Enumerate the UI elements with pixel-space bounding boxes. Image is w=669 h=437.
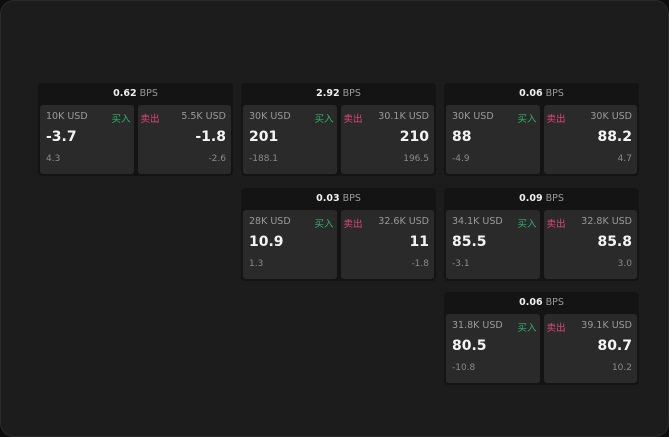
sell-label: 卖出 xyxy=(343,114,363,125)
sell-quantity: 5.5K USD xyxy=(181,111,226,122)
buy-change: -3.1 xyxy=(452,259,470,269)
quote-widget: 0.62 BPS 10K USD 买入 -3.7 4.3 卖出 5.5K USD… xyxy=(38,83,233,176)
buy-quantity: 30K USD xyxy=(452,111,494,122)
sell-label: 卖出 xyxy=(140,114,160,125)
buy-price: 80.5 xyxy=(452,338,487,354)
buy-quantity: 28K USD xyxy=(249,216,291,227)
sell-price: 80.7 xyxy=(597,338,632,354)
sell-change: 196.5 xyxy=(403,154,429,164)
buy-change: -10.8 xyxy=(452,363,476,373)
quote-widget: 0.06 BPS 30K USD 买入 88 -4.9 卖出 30K USD 8… xyxy=(444,83,639,176)
sell-change: 3.0 xyxy=(617,259,632,269)
spread-unit: BPS xyxy=(342,88,361,99)
buy-label: 买入 xyxy=(314,114,334,125)
spread-unit: BPS xyxy=(139,88,158,99)
sell-quantity: 30K USD xyxy=(590,111,632,122)
sell-label: 卖出 xyxy=(343,219,363,230)
buy-price: 88 xyxy=(452,129,472,145)
sell-change: 10.2 xyxy=(611,363,632,373)
sell-label: 卖出 xyxy=(546,323,566,334)
spread-value: 2.92 xyxy=(316,88,340,99)
sell-price: -1.8 xyxy=(195,129,226,145)
buy-change: 1.3 xyxy=(249,259,264,269)
spread-value: 0.09 xyxy=(519,193,543,204)
spread-header: 2.92 BPS xyxy=(241,83,436,105)
quote-widget: 0.06 BPS 31.8K USD 买入 80.5 -10.8 卖出 39.1… xyxy=(444,292,639,385)
sell-label: 卖出 xyxy=(546,114,566,125)
sell-price: 88.2 xyxy=(597,129,632,145)
sell-card[interactable]: 卖出 30K USD 88.2 4.7 xyxy=(543,105,637,174)
spread-value: 0.62 xyxy=(113,88,137,99)
buy-price: 85.5 xyxy=(452,234,487,250)
quote-widget: 0.03 BPS 28K USD 买入 10.9 1.3 卖出 32.6K US… xyxy=(241,188,436,281)
buy-quantity: 10K USD xyxy=(46,111,88,122)
sell-card[interactable]: 卖出 30.1K USD 210 196.5 xyxy=(340,105,434,174)
spread-value: 0.06 xyxy=(519,297,543,308)
sell-card[interactable]: 卖出 32.6K USD 11 -1.8 xyxy=(340,210,434,279)
spread-unit: BPS xyxy=(342,193,361,204)
sell-quantity: 30.1K USD xyxy=(378,111,429,122)
buy-card[interactable]: 10K USD 买入 -3.7 4.3 xyxy=(40,105,134,174)
buy-quantity: 30K USD xyxy=(249,111,291,122)
buy-price: 10.9 xyxy=(249,234,284,250)
spread-unit: BPS xyxy=(545,88,564,99)
spread-value: 0.03 xyxy=(316,193,340,204)
buy-label: 买入 xyxy=(517,114,537,125)
sell-change: 4.7 xyxy=(617,154,632,164)
spread-value: 0.06 xyxy=(519,88,543,99)
spread-header: 0.62 BPS xyxy=(38,83,233,105)
sell-card[interactable]: 卖出 32.8K USD 85.8 3.0 xyxy=(543,210,637,279)
sell-quantity: 32.6K USD xyxy=(378,216,429,227)
buy-quantity: 31.8K USD xyxy=(452,320,503,331)
spread-header: 0.09 BPS xyxy=(444,188,639,210)
sell-label: 卖出 xyxy=(546,219,566,230)
buy-card[interactable]: 30K USD 买入 88 -4.9 xyxy=(446,105,540,174)
sell-change: -2.6 xyxy=(208,154,226,164)
spread-header: 0.06 BPS xyxy=(444,83,639,105)
buy-label: 买入 xyxy=(517,323,537,334)
buy-card[interactable]: 31.8K USD 买入 80.5 -10.8 xyxy=(446,314,540,383)
spread-unit: BPS xyxy=(545,297,564,308)
buy-quantity: 34.1K USD xyxy=(452,216,503,227)
sell-price: 85.8 xyxy=(597,234,632,250)
buy-change: -188.1 xyxy=(249,154,279,164)
sell-quantity: 32.8K USD xyxy=(581,216,632,227)
sell-card[interactable]: 卖出 39.1K USD 80.7 10.2 xyxy=(543,314,637,383)
buy-label: 买入 xyxy=(517,219,537,230)
buy-change: -4.9 xyxy=(452,154,470,164)
buy-label: 买入 xyxy=(314,219,334,230)
buy-price: 201 xyxy=(249,129,279,145)
spread-unit: BPS xyxy=(545,193,564,204)
buy-change: 4.3 xyxy=(46,154,61,164)
spread-header: 0.03 BPS xyxy=(241,188,436,210)
buy-label: 买入 xyxy=(111,114,131,125)
quote-widget: 2.92 BPS 30K USD 买入 201 -188.1 卖出 30.1K … xyxy=(241,83,436,176)
sell-quantity: 39.1K USD xyxy=(581,320,632,331)
sell-change: -1.8 xyxy=(411,259,429,269)
buy-card[interactable]: 28K USD 买入 10.9 1.3 xyxy=(243,210,337,279)
buy-price: -3.7 xyxy=(46,129,77,145)
sell-price: 11 xyxy=(409,234,429,250)
spread-header: 0.06 BPS xyxy=(444,292,639,314)
buy-card[interactable]: 34.1K USD 买入 85.5 -3.1 xyxy=(446,210,540,279)
quote-widget: 0.09 BPS 34.1K USD 买入 85.5 -3.1 卖出 32.8K… xyxy=(444,188,639,281)
sell-card[interactable]: 卖出 5.5K USD -1.8 -2.6 xyxy=(137,105,231,174)
sell-price: 210 xyxy=(399,129,429,145)
buy-card[interactable]: 30K USD 买入 201 -188.1 xyxy=(243,105,337,174)
